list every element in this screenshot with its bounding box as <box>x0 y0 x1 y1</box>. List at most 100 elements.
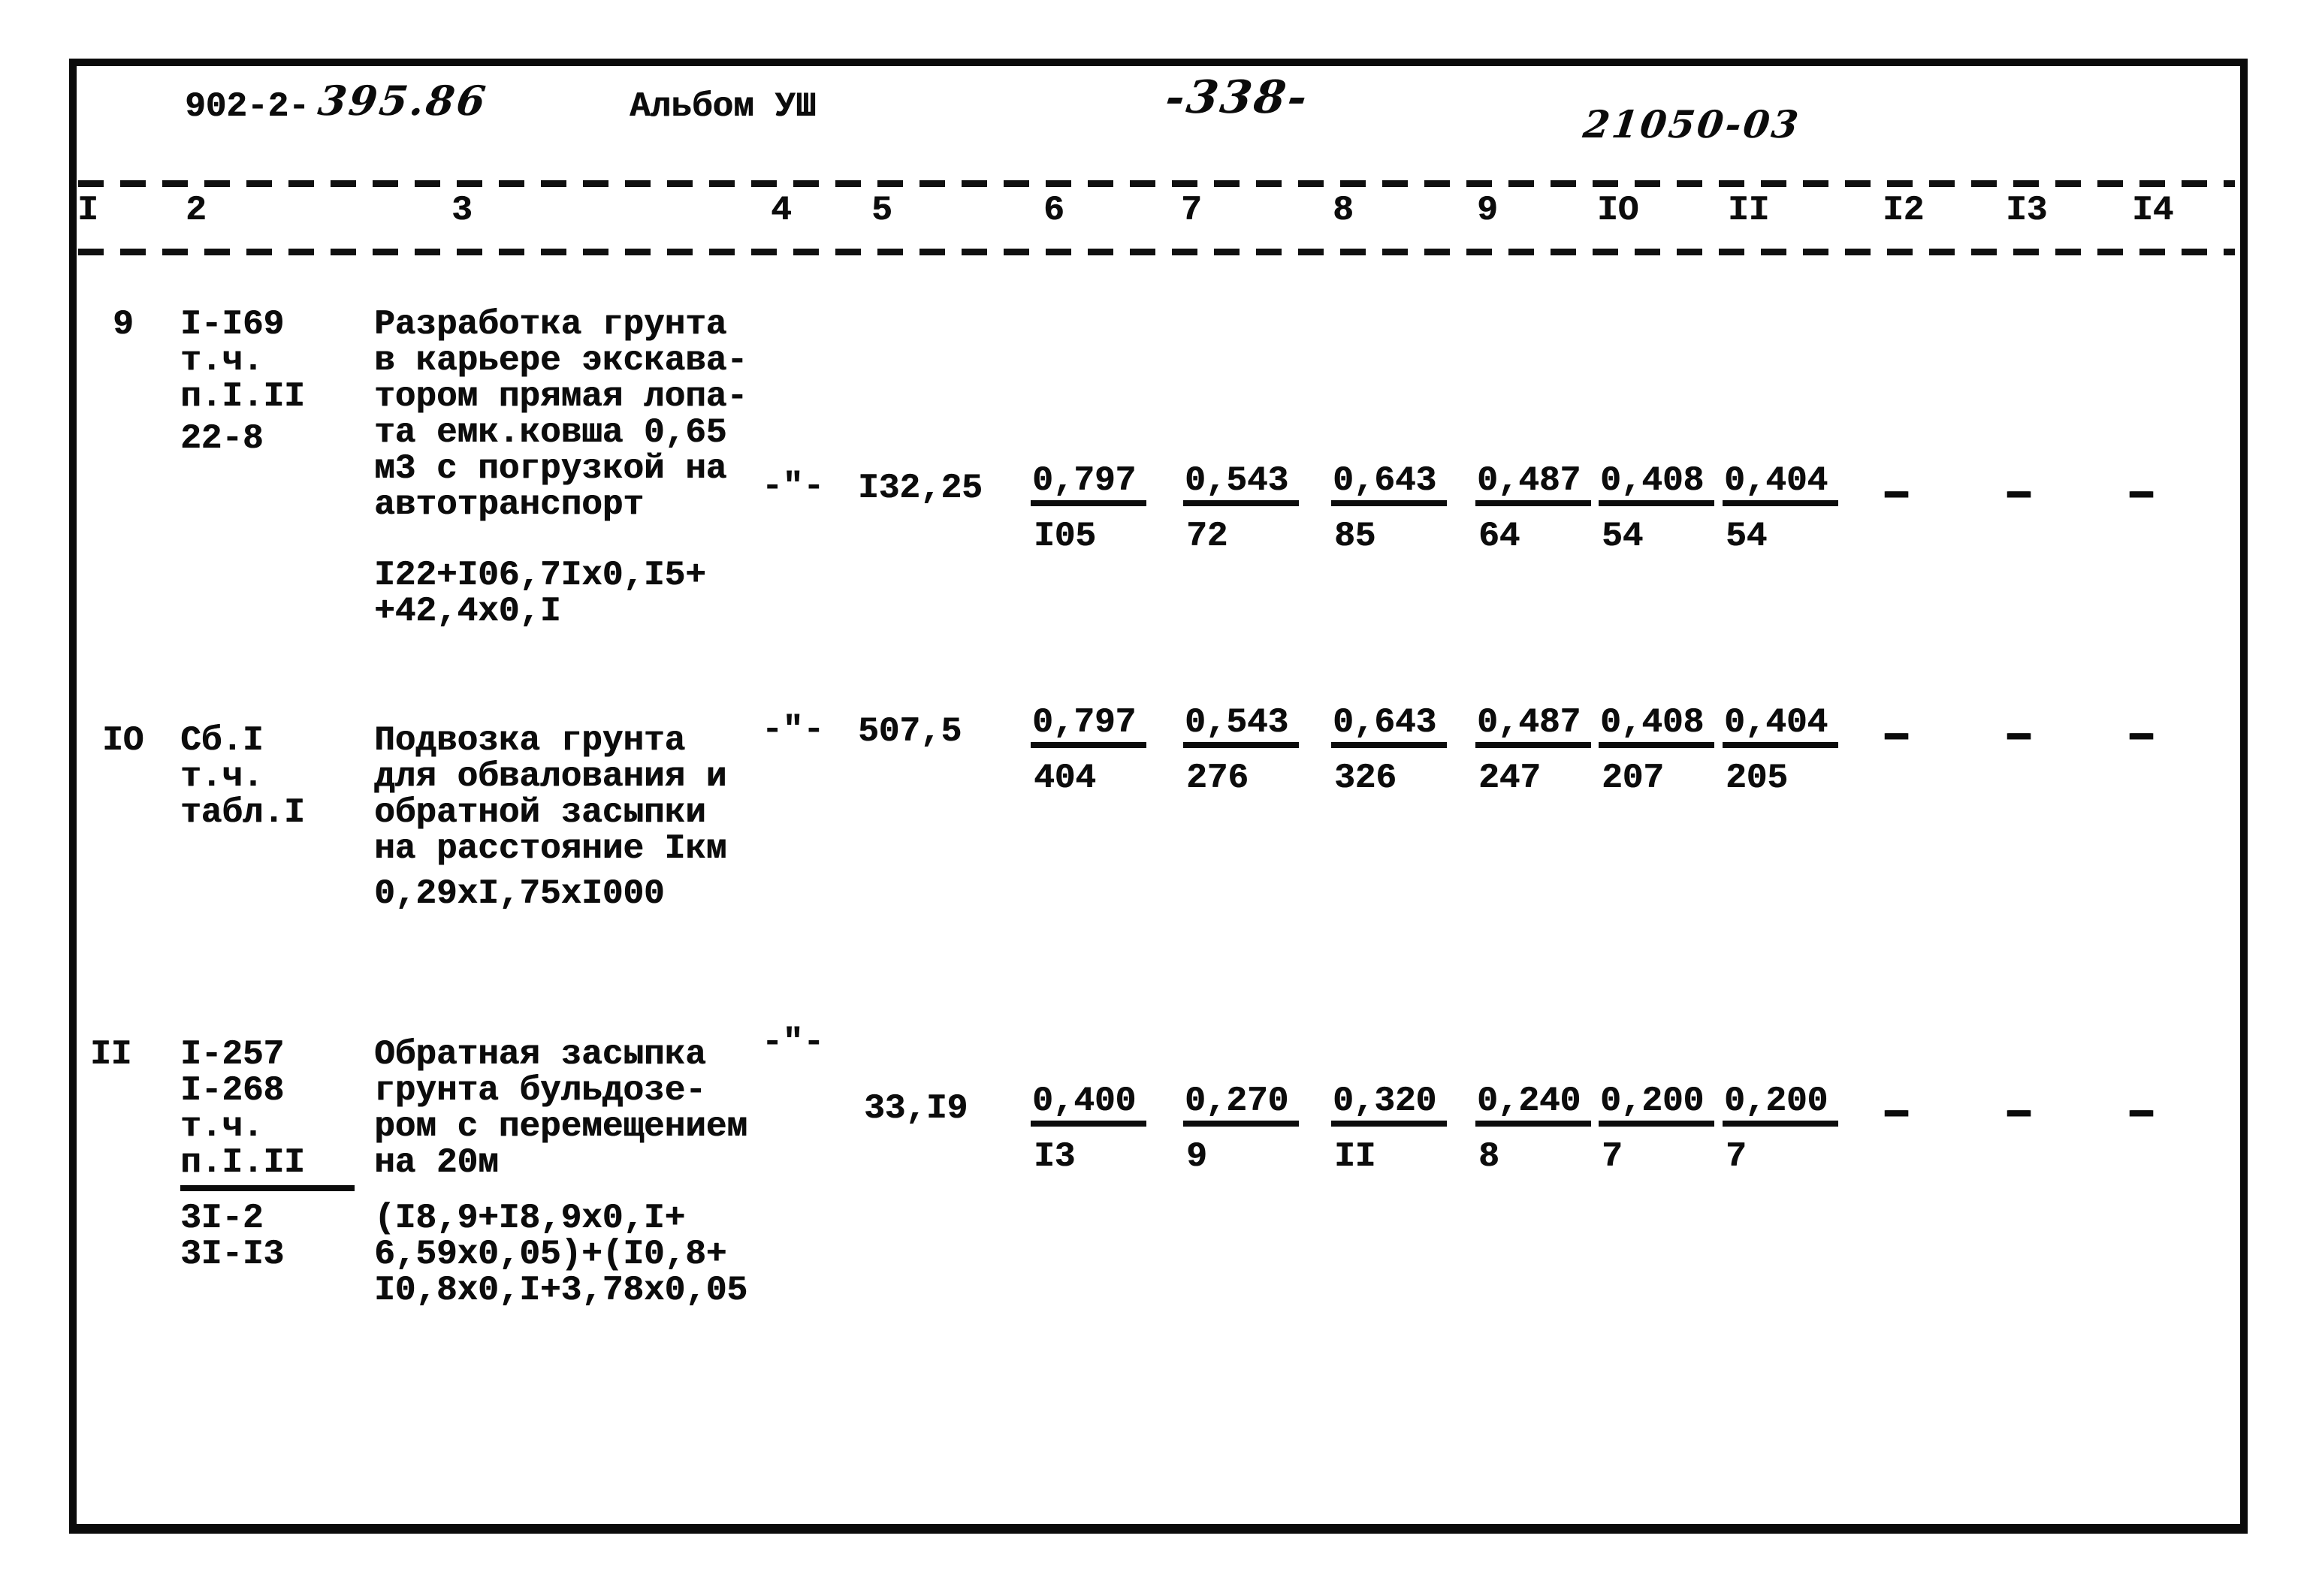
fraction-cell: 0,270 9 <box>1183 1083 1300 1175</box>
fraction-numerator: 0,643 <box>1331 704 1448 748</box>
fraction-cell: 0,200 7 <box>1599 1083 1715 1176</box>
fraction-numerator: 0,200 <box>1723 1083 1839 1127</box>
column-header-2: 2 <box>186 191 207 230</box>
column-header-3: 3 <box>451 191 473 230</box>
doc-code-handwritten: 395.86 <box>316 77 491 125</box>
fraction-denominator: II <box>1334 1137 1376 1176</box>
fraction-cell: 0,643 85 <box>1331 463 1448 556</box>
volume-value: 33,I9 <box>864 1089 968 1128</box>
fraction-denominator: 247 <box>1478 759 1541 798</box>
fraction-cell: 0,408 207 <box>1599 704 1715 798</box>
column-header-7: 7 <box>1181 191 1202 230</box>
fraction-denominator: 64 <box>1478 517 1520 556</box>
fraction-cell: 0,643 326 <box>1331 704 1448 798</box>
fraction-numerator: 0,404 <box>1723 463 1839 506</box>
page-border <box>69 59 2248 1534</box>
fraction-denominator: 54 <box>1726 517 1768 556</box>
volume-value: I32,25 <box>858 469 983 508</box>
column-header-13: I3 <box>2006 191 2048 230</box>
column-header-5: 5 <box>871 191 892 230</box>
fraction-numerator: 0,270 <box>1183 1083 1300 1127</box>
work-description: Подвозка грунта для обвалования и обратн… <box>374 721 727 868</box>
column-header-6: 6 <box>1043 191 1064 230</box>
empty-cell-dash: - <box>1994 465 2043 523</box>
calc-formula: (I8,9+I8,9x0,I+ 6,59x0,05)+(I0,8+ I0,8x0… <box>374 1199 747 1310</box>
fraction-cell: 0,797 I05 <box>1031 463 1147 556</box>
row-reference-underlined: п.I.II <box>180 1145 355 1191</box>
fraction-denominator: I05 <box>1034 517 1096 556</box>
ditto-mark: -"- <box>762 467 824 506</box>
row-reference-extra: 3I-2 3I-I3 <box>180 1199 285 1274</box>
fraction-numerator: 0,797 <box>1031 463 1147 506</box>
fraction-cell: 0,200 7 <box>1723 1083 1839 1176</box>
fraction-numerator: 0,643 <box>1331 463 1448 506</box>
fraction-denominator: 85 <box>1334 517 1376 556</box>
column-header-9: 9 <box>1477 191 1498 230</box>
fraction-denominator: 326 <box>1334 759 1397 798</box>
row-reference-extra: 22-8 <box>180 419 264 458</box>
row-reference: I-I69 т.ч. п.I.II <box>180 305 305 416</box>
fraction-cell: 0,408 54 <box>1599 463 1715 554</box>
fraction-numerator: 0,400 <box>1031 1083 1147 1127</box>
fraction-numerator: 0,408 <box>1599 704 1715 748</box>
page-number: -338- <box>1162 71 1312 124</box>
fraction-cell: 0,487 64 <box>1475 463 1592 556</box>
fraction-cell: 0,320 II <box>1331 1083 1448 1176</box>
fraction-denominator: 7 <box>1726 1137 1747 1176</box>
fraction-numerator: 0,240 <box>1475 1083 1592 1127</box>
fraction-cell: 0,543 276 <box>1183 704 1300 798</box>
fraction-numerator: 0,797 <box>1031 704 1147 748</box>
ditto-mark: -"- <box>762 711 824 750</box>
volume-value: 507,5 <box>858 712 962 751</box>
table-header-top-rule <box>78 180 2235 187</box>
column-header-12: I2 <box>1883 191 1925 230</box>
fraction-cell: 0,404 54 <box>1723 463 1839 556</box>
empty-cell-dash: - <box>1872 707 1920 765</box>
fraction-denominator: I3 <box>1034 1137 1076 1176</box>
fraction-denominator: 8 <box>1478 1137 1499 1176</box>
album-label: Альбом УШ <box>630 87 817 126</box>
column-header-10: IO <box>1597 191 1639 230</box>
doc-code-typed: 902-2- <box>185 87 310 126</box>
row-number: 9 <box>113 305 134 344</box>
row-number: II <box>90 1035 132 1074</box>
column-header-14: I4 <box>2132 191 2174 230</box>
ditto-mark: -"- <box>762 1023 824 1062</box>
work-description: Обратная засыпка грунта бульдозе- ром с … <box>374 1035 747 1182</box>
fraction-denominator: 404 <box>1034 759 1096 798</box>
empty-cell-dash: - <box>1872 465 1920 523</box>
fraction-denominator: 207 <box>1602 759 1664 798</box>
empty-cell-dash: - <box>1994 707 2043 765</box>
fraction-cell: 0,487 247 <box>1475 704 1592 798</box>
table-header-bottom-rule <box>78 249 2235 255</box>
empty-cell-dash: - <box>2117 1084 2165 1142</box>
empty-cell-dash: - <box>1994 1084 2043 1142</box>
column-header-4: 4 <box>771 191 792 230</box>
row-number: IO <box>102 721 144 760</box>
fraction-cell: 0,404 205 <box>1723 704 1839 798</box>
row-reference: I-257 I-268 т.ч. <box>180 1035 285 1146</box>
fraction-numerator: 0,200 <box>1599 1083 1715 1127</box>
fraction-numerator: 0,404 <box>1723 704 1839 748</box>
fraction-numerator: 0,543 <box>1183 704 1300 748</box>
fraction-cell: 0,400 I3 <box>1031 1083 1147 1176</box>
fraction-cell: 0,240 8 <box>1475 1083 1592 1176</box>
fraction-numerator: 0,487 <box>1475 704 1592 748</box>
empty-cell-dash: - <box>2117 707 2165 765</box>
column-header-8: 8 <box>1333 191 1354 230</box>
row-reference: Сб.I т.ч. табл.I <box>180 721 305 832</box>
fraction-denominator: 276 <box>1186 759 1249 798</box>
fraction-numerator: 0,487 <box>1475 463 1592 506</box>
fraction-numerator: 0,408 <box>1599 463 1715 506</box>
calc-formula: I22+I06,7Ix0,I5+ +42,4x0,I <box>374 556 706 631</box>
column-header-11: II <box>1728 191 1770 230</box>
stamp-number: 21050-03 <box>1581 102 1803 146</box>
fraction-numerator: 0,543 <box>1183 463 1300 506</box>
fraction-denominator: 205 <box>1726 759 1788 798</box>
work-description: Разработка грунта в карьере экскава- тор… <box>374 305 747 524</box>
fraction-denominator: 72 <box>1186 517 1228 556</box>
fraction-denominator: 7 <box>1602 1137 1623 1176</box>
fraction-cell: 0,797 404 <box>1031 704 1147 798</box>
fraction-numerator: 0,320 <box>1331 1083 1448 1127</box>
